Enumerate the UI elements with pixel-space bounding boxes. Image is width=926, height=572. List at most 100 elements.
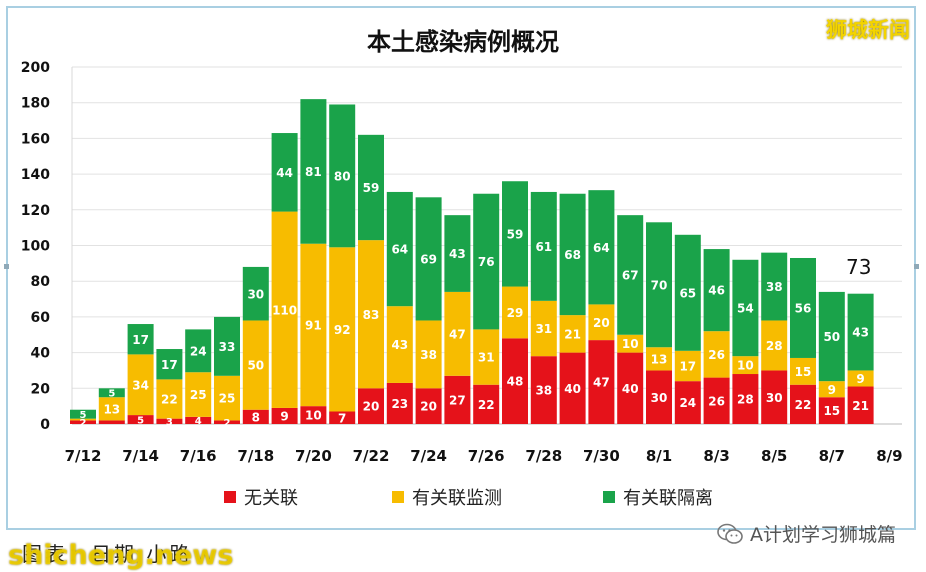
frame-handle-left[interactable] [4,264,9,269]
legend-label-unlinked: 无关联 [244,488,298,509]
bar-segment-unlinked-7-17 [214,420,240,424]
data-label: 92 [334,323,351,337]
x-tick-label: 7/14 [122,447,159,465]
frame-handle-right[interactable] [914,264,919,269]
legend: 无关联 有关联监测 有关联隔离 [0,484,926,510]
data-label: 30 [247,287,264,301]
bar-segment-unlinked-7-21 [329,411,356,424]
data-label: 13 [103,402,120,416]
bar-segment-linked_quarantined-7-31 [617,215,644,335]
legend-item-linked-monitored: 有关联监测 [392,484,502,510]
wechat-label: A计划学习狮城篇 [750,524,896,546]
bar-segment-linked_monitored-7-23 [386,306,413,383]
data-label: 31 [478,351,495,365]
data-label: 40 [564,382,581,396]
x-tick-label: 7/12 [65,447,102,465]
data-label: 46 [708,284,725,298]
data-label: 54 [737,302,754,316]
bar-segment-linked_monitored-7-22 [358,240,384,389]
bar-segment-unlinked-7-30 [588,340,615,424]
data-label: 9 [280,410,288,424]
data-label: 17 [132,333,149,347]
data-label: 43 [391,338,408,352]
legend-swatch-linked-monitored [392,491,404,503]
bar-segment-linked_quarantined-7-18 [242,266,269,321]
data-label: 50 [823,330,840,344]
bar-segment-linked_quarantined-8-1 [646,222,672,348]
bar-segment-unlinked-8-6 [790,384,816,424]
y-tick-label: 20 [31,381,51,397]
bar-segment-linked_monitored-7-14 [127,354,154,416]
x-tick-label: 8/7 [819,447,845,465]
bar-segment-linked_quarantined-7-12 [70,409,96,419]
data-label: 8 [252,410,260,424]
bar-segment-unlinked-8-5 [761,370,788,424]
bar-segment-unlinked-7-13 [98,420,125,424]
x-tick-label: 8/1 [646,447,672,465]
y-tick-label: 0 [40,417,50,433]
legend-label-linked-quarantined: 有关联隔离 [623,488,713,509]
data-label: 38 [420,348,437,362]
bar-segment-unlinked-7-24 [415,388,442,424]
data-label: 10 [737,359,754,373]
bar-segment-linked_monitored-7-19 [271,211,298,408]
bar-segment-unlinked-7-22 [358,388,384,424]
data-label: 9 [856,372,864,386]
bar-segment-unlinked-8-8 [847,386,874,424]
watermark-top: 狮城新闻 [826,18,910,42]
bar-segment-linked_quarantined-7-19 [271,133,298,212]
bar-segment-unlinked-7-14 [127,415,154,424]
bar-segment-linked_quarantined-7-25 [444,215,471,292]
bar-segment-linked_monitored-7-28 [530,300,557,357]
data-label: 9 [828,383,836,397]
data-label: 21 [852,399,869,413]
legend-item-unlinked: 无关联 [224,484,298,510]
y-tick-label: 140 [21,167,50,183]
data-label: 38 [535,384,552,398]
chart-plot: 25 13553417322174252422533850309110441091… [21,60,903,465]
data-label: 30 [651,391,668,405]
bar-segment-unlinked-7-28 [530,356,557,424]
bar-segment-linked_monitored-7-27 [502,286,528,339]
bar-segment-unlinked-7-23 [386,382,413,424]
data-label: 47 [593,376,610,390]
data-label: 4 [195,416,202,427]
data-label: 91 [305,318,322,332]
bar-segment-unlinked-7-20 [300,406,327,424]
data-label: 23 [391,397,408,411]
data-label: 26 [708,348,725,362]
bar-segment-linked_monitored-7-17 [214,375,240,421]
data-label: 70 [651,278,668,292]
data-label: 69 [420,252,437,266]
wechat-icon [717,523,743,544]
data-label: 43 [449,247,466,261]
bar-segment-linked_quarantined-7-28 [530,191,557,301]
bar-segment-linked_quarantined-7-20 [300,99,327,244]
bar-segment-unlinked-7-25 [444,375,471,424]
data-label: 2 [80,418,87,429]
data-label: 64 [593,241,610,255]
bar-segment-linked_monitored-8-7 [818,381,845,398]
bar-segment-linked_monitored-7-20 [300,243,327,407]
bar-segment-linked_monitored-7-31 [617,334,644,353]
data-label: 15 [795,365,812,379]
bar-segment-unlinked-8-4 [732,374,759,424]
bar-segment-linked_quarantined-7-29 [559,193,586,316]
legend-swatch-linked-quarantined [603,491,615,503]
data-label: 20 [593,316,610,330]
data-label: 48 [507,375,524,389]
data-label: 81 [305,165,322,179]
x-tick-label: 8/3 [703,447,729,465]
bar-segment-linked_monitored-7-18 [242,320,269,410]
data-label: 33 [219,340,236,354]
data-label: 10 [305,409,322,423]
bar-segment-linked_monitored-7-21 [329,247,356,412]
y-axis: 0 20 40 60 80 100 120 140 160 180 200 [21,60,50,433]
data-label: 2 [224,418,231,429]
bar-segment-linked_quarantined-8-5 [761,252,788,321]
bar-segment-linked_monitored-8-8 [847,370,874,387]
bar-segment-linked_quarantined-7-24 [415,197,442,321]
data-label: 13 [651,352,668,366]
bar-segment-linked_quarantined-7-22 [358,134,384,241]
data-label: 22 [161,393,178,407]
